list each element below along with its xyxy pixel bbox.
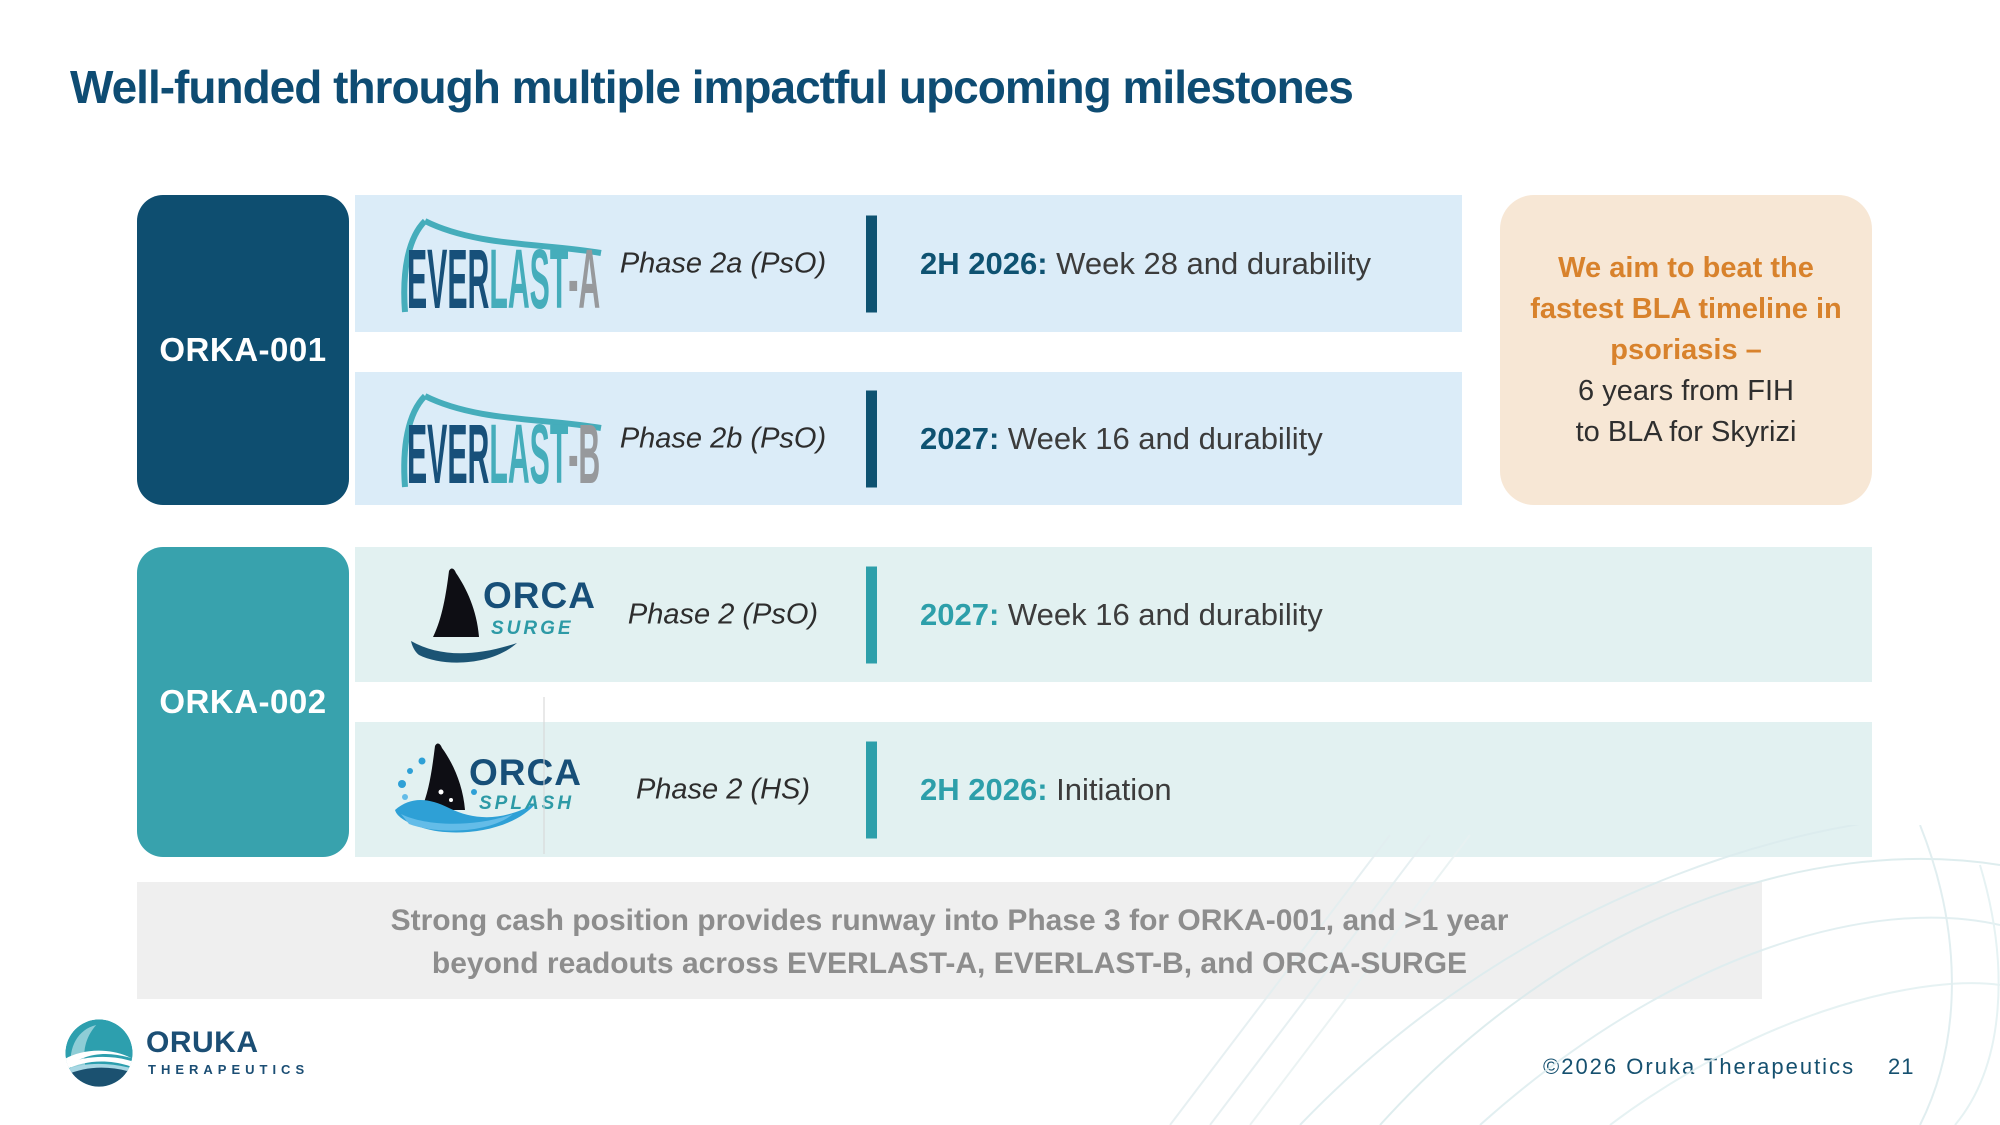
milestone-detail: Initiation	[1056, 771, 1172, 807]
everlast-b-logo: EVER LAST -B	[395, 389, 605, 502]
phase-label: Phase 2b (PsO)	[619, 422, 827, 454]
orca-surge-logo: ORCA SURGE	[405, 565, 595, 665]
everlast-a-logo: EVER LAST -A	[395, 214, 605, 327]
bla-timeline-callout: We aim to beat the fastest BLA timeline …	[1500, 195, 1872, 505]
orka-002-label: ORKA-002	[159, 683, 327, 720]
milestone-detail: Week 28 and durability	[1056, 245, 1371, 281]
cash-position-bar: Strong cash position provides runway int…	[137, 882, 1762, 999]
everlast-swoosh-icon	[401, 392, 602, 487]
orca-fin-wave-icon	[411, 568, 517, 663]
copyright-text: ©2026 Oruka Therapeutics	[1543, 1054, 1856, 1079]
milestone-timing: 2027:	[920, 596, 1000, 632]
row-divider	[866, 566, 877, 663]
phase-label: Phase 2 (HS)	[635, 773, 811, 805]
everlast-word-part: -A	[568, 232, 601, 327]
orca-fin-splash-icon	[395, 743, 537, 832]
callout-text: We aim to beat the fastest BLA timeline …	[1510, 248, 1862, 453]
callout-highlight-text: We aim to beat the fastest BLA timeline …	[1530, 251, 1842, 366]
orca-brand-text: ORCA	[469, 751, 582, 793]
everlast-word-part: EVER	[407, 407, 490, 502]
everlast-word-part: -B	[568, 407, 601, 502]
orca-splash-logo: ORCA SPLASH	[395, 740, 585, 840]
everlast-swoosh-icon	[401, 217, 602, 312]
everlast-a-row: EVER LAST -A Phase 2a (PsO) 2H 2026: Week …	[355, 195, 1462, 332]
everlast-word-part: EVER	[407, 232, 490, 327]
phase-label: Phase 2 (PsO)	[627, 598, 819, 630]
row-divider	[866, 215, 877, 312]
milestone-timing: 2H 2026:	[920, 245, 1048, 281]
orca-sub-brand-text: SPLASH	[479, 792, 575, 814]
everlast-word-part: LAST	[489, 407, 569, 502]
page-title: Well-funded through multiple impactful u…	[70, 61, 1354, 113]
oruka-brand-text: ORUKA	[146, 1026, 259, 1059]
milestone-timing: 2027:	[920, 420, 1000, 456]
everlast-a-wordmark: EVER LAST -A	[407, 232, 601, 327]
cash-position-line1: Strong cash position provides runway int…	[390, 904, 1509, 937]
faint-guide-line	[543, 697, 545, 854]
callout-detail-line: 6 years from FIH	[1578, 374, 1794, 407]
page-number: 21	[1888, 1054, 1915, 1079]
orca-brand-text: ORCA	[483, 574, 596, 616]
milestone-detail: Week 16 and durability	[1007, 420, 1323, 456]
row-divider	[866, 741, 877, 838]
oruka-brand-subtext: THERAPEUTICS	[148, 1062, 310, 1077]
row-divider	[866, 390, 877, 487]
phase-label: Phase 2a (PsO)	[619, 247, 827, 279]
cash-position-text: Strong cash position provides runway int…	[137, 882, 1762, 985]
everlast-word-part: LAST	[489, 232, 569, 327]
orka-001-label: ORKA-001	[159, 331, 327, 368]
milestone-timing: 2H 2026:	[920, 771, 1048, 807]
milestone-text: 2027: Week 16 and durability	[920, 597, 1323, 633]
oruka-logo-icon	[65, 1019, 133, 1087]
callout-detail-line: to BLA for Skyrizi	[1575, 415, 1797, 448]
orca-splash-row: ORCA SPLASH Phase 2 (HS) 2H 2026: Initia…	[355, 722, 1872, 857]
orka-001-box: ORKA-001	[137, 195, 349, 505]
orka-002-box: ORKA-002	[137, 547, 349, 857]
everlast-b-row: EVER LAST -B Phase 2b (PsO) 2027: Week 16 …	[355, 372, 1462, 505]
cash-position-line2: beyond readouts across EVERLAST-A, EVERL…	[431, 947, 1468, 980]
orca-surge-row: ORCA SURGE Phase 2 (PsO) 2027: Week 16 a…	[355, 547, 1872, 682]
milestone-text: 2H 2026: Initiation	[920, 772, 1172, 808]
orca-sub-brand-text: SURGE	[491, 617, 574, 639]
milestone-text: 2027: Week 16 and durability	[920, 421, 1323, 457]
milestone-detail: Week 16 and durability	[1007, 596, 1323, 632]
everlast-b-wordmark: EVER LAST -B	[407, 407, 601, 502]
milestone-text: 2H 2026: Week 28 and durability	[920, 246, 1371, 282]
